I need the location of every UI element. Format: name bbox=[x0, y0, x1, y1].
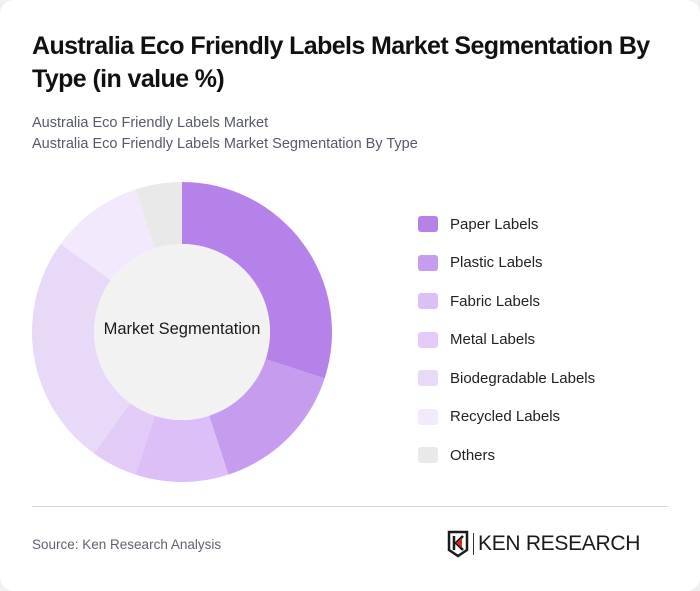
subtitle-line-2: Australia Eco Friendly Labels Market Seg… bbox=[32, 136, 418, 152]
logo-separator bbox=[473, 533, 474, 555]
legend: Paper Labels Plastic Labels Fabric Label… bbox=[418, 205, 595, 475]
donut-slice bbox=[135, 415, 229, 482]
legend-swatch bbox=[418, 331, 438, 348]
ken-shield-icon bbox=[447, 530, 469, 558]
donut-chart: Market Segmentation bbox=[0, 170, 380, 490]
legend-swatch bbox=[418, 408, 438, 425]
donut-slice bbox=[60, 189, 155, 281]
legend-label: Others bbox=[450, 446, 496, 464]
donut-slice bbox=[93, 403, 155, 475]
legend-swatch bbox=[418, 447, 438, 464]
legend-swatch bbox=[418, 254, 438, 271]
donut-slice bbox=[32, 243, 131, 454]
legend-label: Recycled Labels bbox=[450, 408, 561, 426]
donut-slice bbox=[135, 182, 182, 249]
chart-title: Australia Eco Friendly Labels Market Seg… bbox=[32, 32, 650, 93]
legend-label: Metal Labels bbox=[450, 331, 536, 349]
legend-label: Plastic Labels bbox=[450, 254, 543, 272]
ken-research-logo: KEN RESEARCH bbox=[447, 530, 640, 558]
legend-item: Biodegradable Labels bbox=[418, 359, 595, 398]
legend-label: Fabric Labels bbox=[450, 292, 541, 310]
legend-item: Others bbox=[418, 436, 595, 475]
donut-hole bbox=[94, 244, 270, 420]
subtitle-line-1: Australia Eco Friendly Labels Market bbox=[32, 115, 269, 131]
legend-item: Metal Labels bbox=[418, 321, 595, 360]
donut-center-label: Market Segmentation bbox=[103, 320, 261, 338]
legend-swatch bbox=[418, 293, 438, 310]
donut-svg bbox=[32, 182, 332, 482]
footer-divider bbox=[32, 506, 668, 507]
donut-slice bbox=[209, 359, 325, 475]
legend-item: Paper Labels bbox=[418, 205, 595, 244]
legend-item: Recycled Labels bbox=[418, 398, 595, 437]
legend-label: Paper Labels bbox=[450, 215, 539, 233]
chart-subtitle: Australia Eco Friendly Labels Market Aus… bbox=[32, 113, 418, 155]
donut-slice bbox=[182, 182, 332, 379]
logo-text: KEN RESEARCH bbox=[478, 532, 641, 555]
legend-item: Plastic Labels bbox=[418, 244, 595, 283]
legend-swatch bbox=[418, 370, 438, 387]
legend-item: Fabric Labels bbox=[418, 282, 595, 321]
legend-label: Biodegradable Labels bbox=[450, 369, 596, 387]
legend-swatch bbox=[418, 216, 438, 233]
source-note: Source: Ken Research Analysis bbox=[32, 537, 222, 552]
